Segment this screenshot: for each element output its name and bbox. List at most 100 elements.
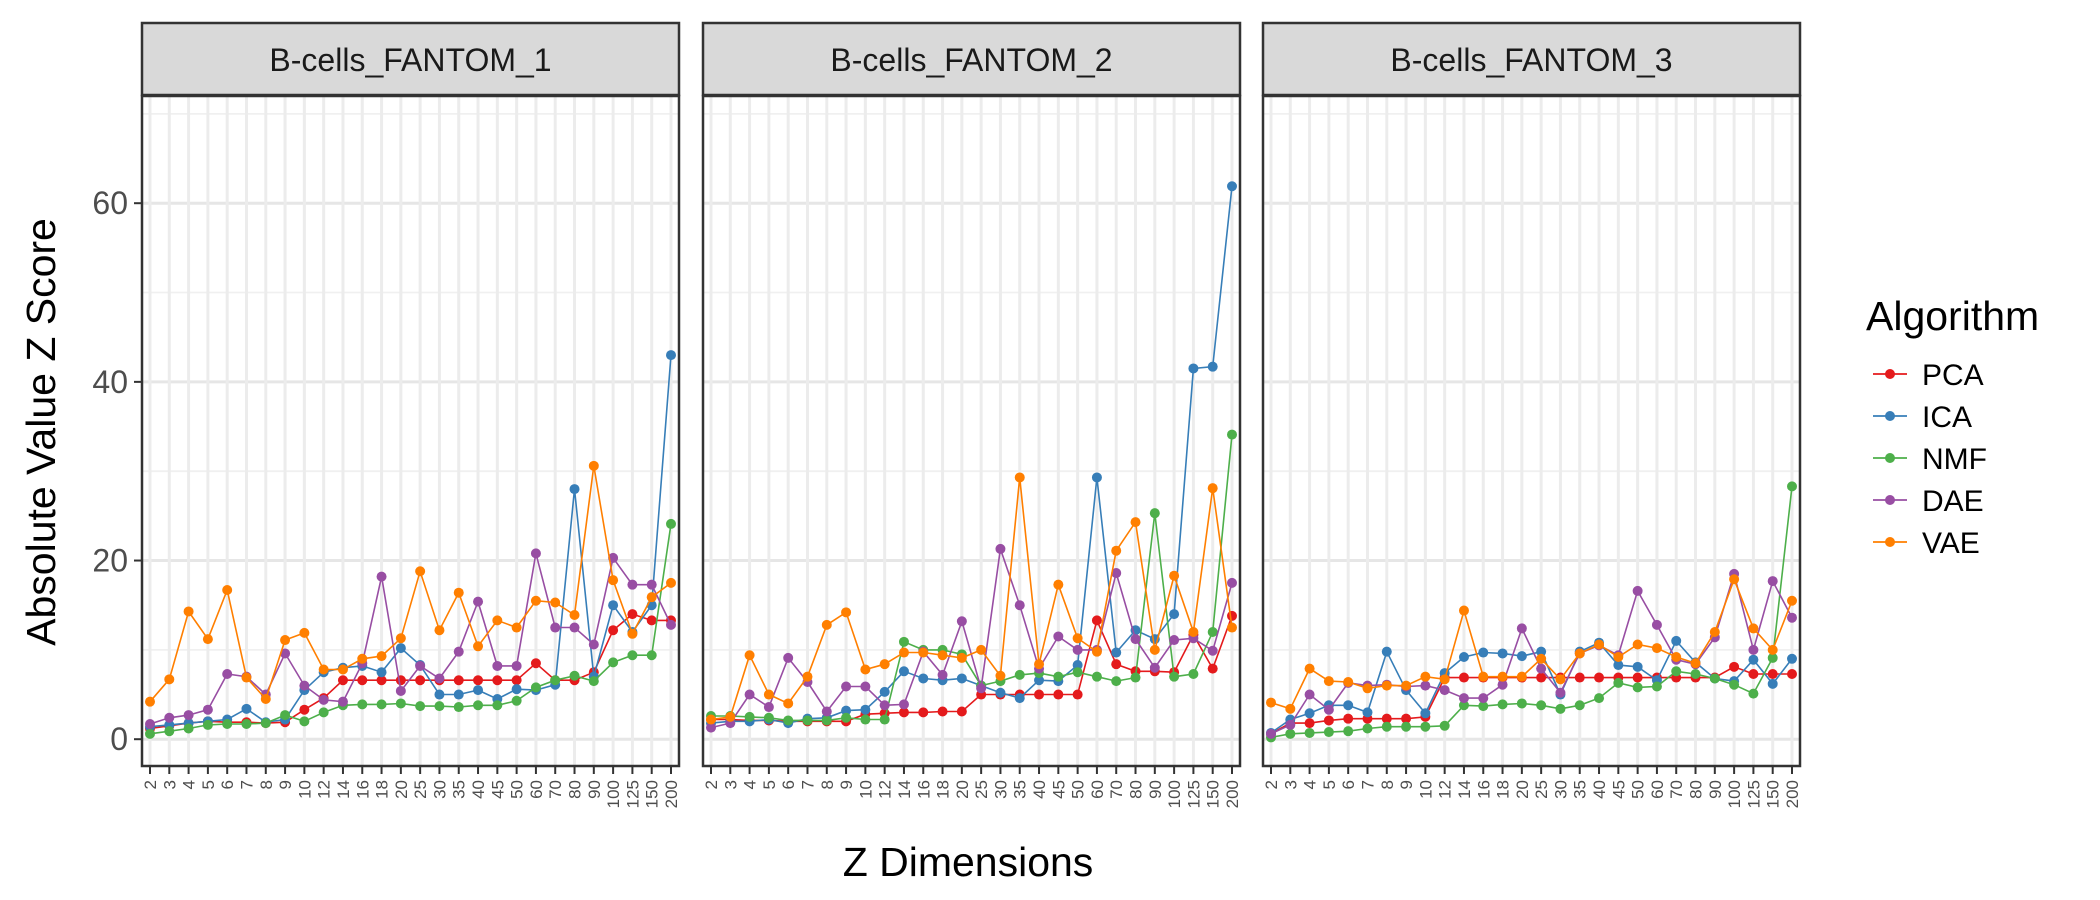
data-point-vae — [879, 659, 890, 670]
series-line-ica — [149, 355, 672, 728]
x-tick-label: 7 — [237, 780, 256, 789]
data-point-dae — [1111, 568, 1122, 579]
data-point-nmf — [1767, 652, 1778, 663]
data-point-ica — [1343, 700, 1354, 711]
data-point-dae — [473, 596, 484, 607]
data-point-nmf — [841, 712, 852, 723]
data-point-nmf — [1285, 728, 1296, 739]
data-point-ica — [511, 684, 522, 695]
data-point-nmf — [415, 701, 426, 712]
data-point-vae — [1497, 671, 1508, 682]
data-point-dae — [1304, 689, 1315, 700]
data-point-vae — [1458, 605, 1469, 616]
legend-key-point — [1885, 411, 1895, 421]
data-point-ica — [608, 600, 619, 611]
data-point-pca — [1767, 668, 1778, 679]
data-point-nmf — [1091, 671, 1102, 682]
data-point-pca — [1458, 672, 1469, 683]
facet-panel: B-cells_FANTOM_32 3 4 5 6 7 8 9 10 12 14 16 18 20 25 30… — [1261, 21, 1802, 808]
data-point-vae — [1439, 674, 1450, 685]
x-tick-label: 14 — [334, 780, 353, 799]
x-tick-label: 30 — [991, 780, 1010, 799]
data-point-dae — [569, 622, 580, 633]
data-point-dae — [1516, 623, 1527, 634]
x-tick-label: 80 — [1127, 780, 1146, 799]
data-point-vae — [1574, 648, 1585, 659]
x-tick-label: 12 — [315, 780, 334, 799]
data-point-vae — [1111, 545, 1122, 556]
legend-item-vae: VAE — [1873, 527, 1980, 560]
data-point-vae — [1014, 472, 1025, 483]
panel-border — [1261, 94, 1802, 768]
data-point-nmf — [1169, 671, 1180, 682]
panel-border — [701, 94, 1242, 768]
legend-item-dae: DAE — [1873, 485, 1984, 518]
x-tick-label: 70 — [1667, 780, 1686, 799]
data-point-ica — [918, 673, 929, 684]
x-tick-label: 12 — [1436, 780, 1455, 799]
data-point-nmf — [530, 682, 541, 693]
series-line-dae — [710, 548, 1233, 729]
data-point-pca — [357, 675, 368, 686]
data-point-ica — [1671, 635, 1682, 646]
data-point-ica — [1787, 653, 1797, 664]
x-tick-label: 40 — [469, 780, 488, 799]
data-point-ica — [1188, 363, 1199, 374]
series-line-dae — [149, 553, 672, 725]
x-tick-label: 10 — [295, 780, 314, 799]
legend: Algorithm PCA ICA NMF DAE VAE — [1866, 293, 2039, 560]
data-point-vae — [1767, 644, 1778, 655]
data-point-dae — [1497, 679, 1508, 690]
data-point-vae — [183, 606, 194, 617]
data-point-ica — [841, 705, 852, 716]
data-point-ica — [241, 703, 252, 714]
x-tick-label: 25 — [411, 780, 430, 799]
data-point-nmf — [588, 676, 599, 687]
data-point-ica — [473, 685, 484, 696]
data-point-nmf — [1072, 667, 1083, 678]
data-point-nmf — [241, 719, 252, 730]
panels-layer: B-cells_FANTOM_12 3 4 5 6 7 8 9 10 12 14 16 18 20 25 30… — [140, 21, 1802, 808]
data-point-ica — [453, 689, 464, 700]
x-tick-label: 6 — [218, 780, 237, 789]
data-point-vae — [976, 644, 987, 655]
data-point-ica — [1632, 661, 1643, 672]
x-tick-label: 70 — [546, 780, 565, 799]
x-tick-label: 4 — [180, 780, 199, 789]
data-point-vae — [357, 653, 368, 664]
series-line-pca — [149, 613, 671, 730]
x-tick-label: 100 — [1165, 780, 1184, 808]
data-point-vae — [706, 714, 716, 725]
x-tick-label: 20 — [953, 780, 972, 799]
x-tick-label: 200 — [662, 780, 681, 808]
data-point-vae — [260, 694, 271, 704]
data-point-nmf — [280, 710, 291, 721]
x-tick-label: 16 — [1474, 780, 1493, 799]
x-tick-label: 18 — [373, 780, 392, 799]
x-tick-label: 70 — [1107, 780, 1126, 799]
data-point-nmf — [183, 723, 194, 734]
data-point-vae — [1651, 643, 1662, 654]
data-point-pca — [1748, 668, 1759, 679]
data-point-pca — [1053, 689, 1064, 700]
data-point-pca — [1034, 689, 1045, 700]
data-point-vae — [318, 664, 329, 675]
x-tick-label: 6 — [779, 780, 798, 789]
x-tick-label: 2 — [1262, 780, 1281, 789]
data-point-pca — [1343, 713, 1354, 724]
data-point-nmf — [802, 715, 813, 726]
legend-label: PCA — [1922, 359, 1984, 392]
data-point-dae — [937, 669, 948, 680]
data-point-nmf — [744, 711, 755, 722]
data-point-vae — [627, 628, 638, 639]
data-point-pca — [1574, 672, 1585, 683]
x-tick-label: 125 — [1744, 780, 1763, 808]
data-point-dae — [376, 571, 387, 582]
data-point-pca — [1536, 672, 1547, 683]
data-point-nmf — [1458, 700, 1469, 711]
data-point-nmf — [1709, 673, 1720, 684]
data-point-pca — [1323, 715, 1334, 726]
data-point-vae — [1362, 683, 1373, 694]
data-point-nmf — [357, 699, 368, 710]
data-point-dae — [1458, 693, 1469, 704]
